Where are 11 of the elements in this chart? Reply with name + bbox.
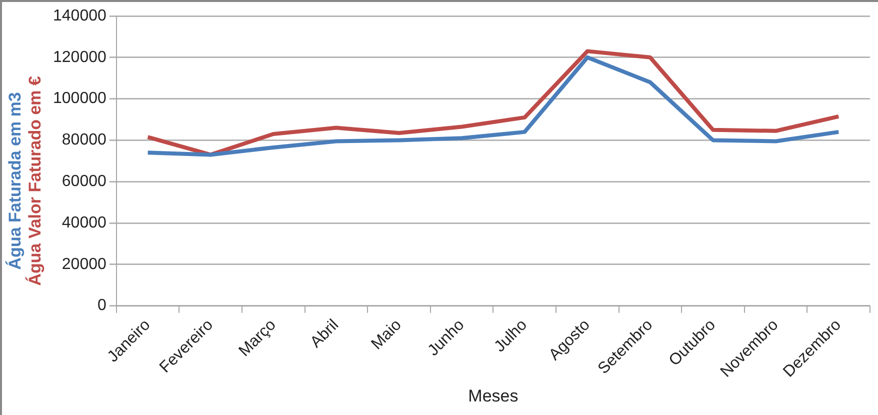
- text: Água Faturada em m3: [4, 92, 25, 270]
- x-axis-title: Meses: [468, 386, 518, 406]
- y-tick-label: 80000: [62, 132, 106, 149]
- y-tick-label: 0: [97, 297, 106, 314]
- y-tick-label: 20000: [62, 256, 106, 273]
- y-tick-label: 100000: [53, 90, 106, 108]
- y-tick-label: 140000: [53, 7, 106, 24]
- y-tick-label: 120000: [53, 48, 106, 66]
- text: Água Valor Faturado em €: [24, 76, 45, 286]
- y-tick-label: 60000: [62, 173, 106, 190]
- y-tick-label: 40000: [62, 214, 106, 232]
